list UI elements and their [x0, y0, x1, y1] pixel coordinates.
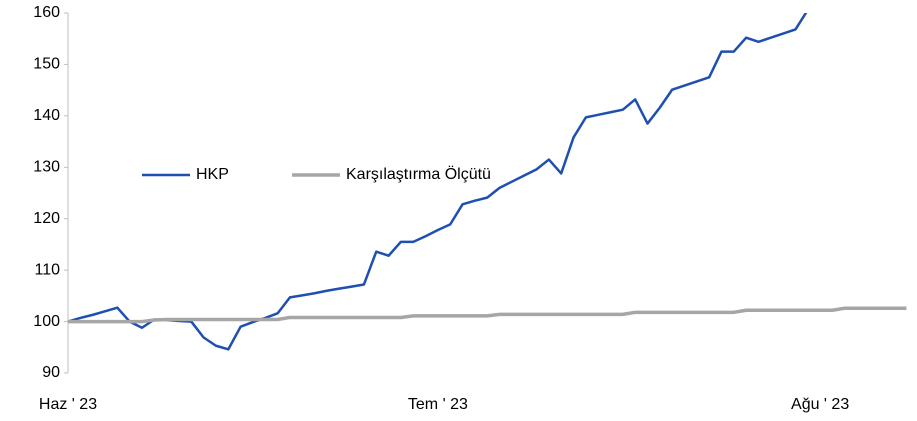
x-tick-label: Tem ' 23 [408, 396, 468, 413]
plot-area [67, 13, 907, 351]
y-tick-label: 120 [33, 210, 60, 227]
y-tick-label: 100 [33, 313, 60, 330]
series-line [67, 13, 808, 351]
y-tick-label: 140 [33, 107, 60, 124]
x-tick-label: Ağu ' 23 [791, 396, 849, 413]
y-tick-label: 160 [33, 4, 60, 21]
y-tick-label: 90 [42, 364, 60, 381]
y-tick-label: 110 [34, 261, 60, 278]
x-tick-label: Haz ' 23 [39, 396, 97, 413]
legend-label: Karşılaştırma Ölçütü [346, 165, 491, 183]
series-line [68, 306, 907, 324]
y-tick-label: 130 [33, 159, 60, 176]
y-tick-label: 150 [33, 56, 60, 73]
legend-label: HKP [196, 166, 229, 183]
